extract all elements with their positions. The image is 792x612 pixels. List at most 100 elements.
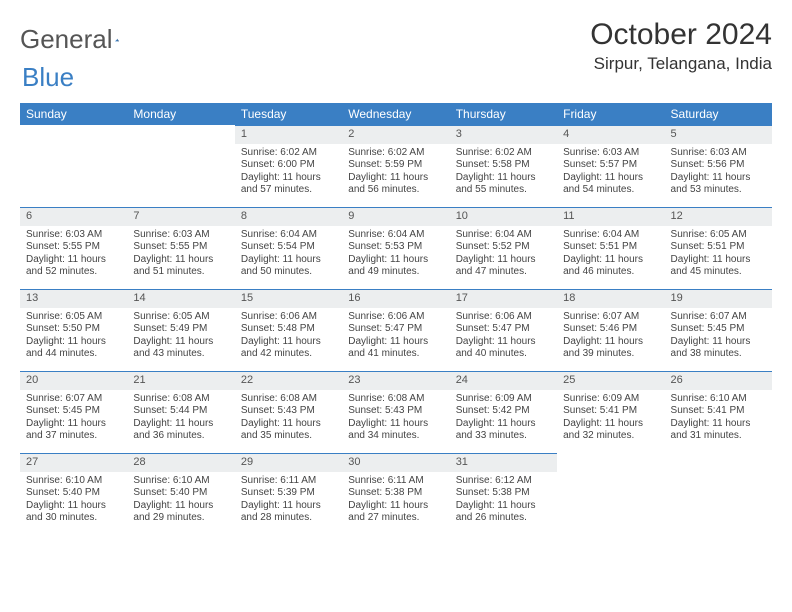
day-details: Sunrise: 6:03 AMSunset: 5:57 PMDaylight:… <box>557 144 664 201</box>
calendar-day-cell: 7Sunrise: 6:03 AMSunset: 5:55 PMDaylight… <box>127 207 234 289</box>
calendar-day-cell: 16Sunrise: 6:06 AMSunset: 5:47 PMDayligh… <box>342 289 449 371</box>
day-details: Sunrise: 6:10 AMSunset: 5:40 PMDaylight:… <box>20 472 127 529</box>
day-details: Sunrise: 6:10 AMSunset: 5:40 PMDaylight:… <box>127 472 234 529</box>
calendar-day-cell: 15Sunrise: 6:06 AMSunset: 5:48 PMDayligh… <box>235 289 342 371</box>
calendar-day-cell: 4Sunrise: 6:03 AMSunset: 5:57 PMDaylight… <box>557 125 664 207</box>
weekday-header: Monday <box>127 103 234 125</box>
day-number: 12 <box>665 207 772 226</box>
calendar-day-cell: 13Sunrise: 6:05 AMSunset: 5:50 PMDayligh… <box>20 289 127 371</box>
calendar-week-row: 20Sunrise: 6:07 AMSunset: 5:45 PMDayligh… <box>20 371 772 453</box>
day-details: Sunrise: 6:06 AMSunset: 5:47 PMDaylight:… <box>450 308 557 365</box>
day-details: Sunrise: 6:03 AMSunset: 5:56 PMDaylight:… <box>665 144 772 201</box>
calendar-day-cell: 3Sunrise: 6:02 AMSunset: 5:58 PMDaylight… <box>450 125 557 207</box>
weekday-header: Friday <box>557 103 664 125</box>
day-details: Sunrise: 6:06 AMSunset: 5:48 PMDaylight:… <box>235 308 342 365</box>
day-details: Sunrise: 6:04 AMSunset: 5:53 PMDaylight:… <box>342 226 449 283</box>
day-number: 13 <box>20 289 127 308</box>
day-details: Sunrise: 6:02 AMSunset: 5:58 PMDaylight:… <box>450 144 557 201</box>
calendar-week-row: ....1Sunrise: 6:02 AMSunset: 6:00 PMDayl… <box>20 125 772 207</box>
calendar-day-cell: 9Sunrise: 6:04 AMSunset: 5:53 PMDaylight… <box>342 207 449 289</box>
day-number: 4 <box>557 125 664 144</box>
day-details: Sunrise: 6:05 AMSunset: 5:50 PMDaylight:… <box>20 308 127 365</box>
day-number: 16 <box>342 289 449 308</box>
day-number: 30 <box>342 453 449 472</box>
day-details: Sunrise: 6:04 AMSunset: 5:54 PMDaylight:… <box>235 226 342 283</box>
calendar-day-cell: 12Sunrise: 6:05 AMSunset: 5:51 PMDayligh… <box>665 207 772 289</box>
calendar-day-cell: 25Sunrise: 6:09 AMSunset: 5:41 PMDayligh… <box>557 371 664 453</box>
day-number: 11 <box>557 207 664 226</box>
day-details: Sunrise: 6:04 AMSunset: 5:52 PMDaylight:… <box>450 226 557 283</box>
day-number: 9 <box>342 207 449 226</box>
day-details: Sunrise: 6:05 AMSunset: 5:51 PMDaylight:… <box>665 226 772 283</box>
calendar-day-cell: 23Sunrise: 6:08 AMSunset: 5:43 PMDayligh… <box>342 371 449 453</box>
day-number: 21 <box>127 371 234 390</box>
calendar-day-cell: 19Sunrise: 6:07 AMSunset: 5:45 PMDayligh… <box>665 289 772 371</box>
calendar-week-row: 13Sunrise: 6:05 AMSunset: 5:50 PMDayligh… <box>20 289 772 371</box>
weekday-header: Wednesday <box>342 103 449 125</box>
day-details: Sunrise: 6:02 AMSunset: 6:00 PMDaylight:… <box>235 144 342 201</box>
day-number: 5 <box>665 125 772 144</box>
calendar-day-cell: 30Sunrise: 6:11 AMSunset: 5:38 PMDayligh… <box>342 453 449 535</box>
day-details: Sunrise: 6:11 AMSunset: 5:38 PMDaylight:… <box>342 472 449 529</box>
calendar-week-row: 27Sunrise: 6:10 AMSunset: 5:40 PMDayligh… <box>20 453 772 535</box>
day-details: Sunrise: 6:04 AMSunset: 5:51 PMDaylight:… <box>557 226 664 283</box>
calendar-day-cell: 11Sunrise: 6:04 AMSunset: 5:51 PMDayligh… <box>557 207 664 289</box>
day-number: 14 <box>127 289 234 308</box>
day-details: Sunrise: 6:02 AMSunset: 5:59 PMDaylight:… <box>342 144 449 201</box>
day-details: Sunrise: 6:08 AMSunset: 5:43 PMDaylight:… <box>342 390 449 447</box>
day-details: Sunrise: 6:09 AMSunset: 5:41 PMDaylight:… <box>557 390 664 447</box>
calendar-day-cell: .. <box>127 125 234 207</box>
day-details: Sunrise: 6:05 AMSunset: 5:49 PMDaylight:… <box>127 308 234 365</box>
calendar-table: SundayMondayTuesdayWednesdayThursdayFrid… <box>20 103 772 535</box>
day-details: Sunrise: 6:07 AMSunset: 5:46 PMDaylight:… <box>557 308 664 365</box>
calendar-week-row: 6Sunrise: 6:03 AMSunset: 5:55 PMDaylight… <box>20 207 772 289</box>
logo-text-left: General <box>20 24 113 55</box>
calendar-day-cell: 22Sunrise: 6:08 AMSunset: 5:43 PMDayligh… <box>235 371 342 453</box>
logo-icon <box>115 30 120 50</box>
day-number: 10 <box>450 207 557 226</box>
day-number: 18 <box>557 289 664 308</box>
day-details: Sunrise: 6:09 AMSunset: 5:42 PMDaylight:… <box>450 390 557 447</box>
day-number: 24 <box>450 371 557 390</box>
calendar-day-cell: 5Sunrise: 6:03 AMSunset: 5:56 PMDaylight… <box>665 125 772 207</box>
day-number: 19 <box>665 289 772 308</box>
calendar-day-cell: 18Sunrise: 6:07 AMSunset: 5:46 PMDayligh… <box>557 289 664 371</box>
calendar-day-cell: 26Sunrise: 6:10 AMSunset: 5:41 PMDayligh… <box>665 371 772 453</box>
calendar-day-cell: 14Sunrise: 6:05 AMSunset: 5:49 PMDayligh… <box>127 289 234 371</box>
day-number: 6 <box>20 207 127 226</box>
day-number: 3 <box>450 125 557 144</box>
day-details: Sunrise: 6:06 AMSunset: 5:47 PMDaylight:… <box>342 308 449 365</box>
logo-text-right: Blue <box>22 62 74 93</box>
day-details: Sunrise: 6:08 AMSunset: 5:43 PMDaylight:… <box>235 390 342 447</box>
calendar-day-cell: 24Sunrise: 6:09 AMSunset: 5:42 PMDayligh… <box>450 371 557 453</box>
calendar-day-cell: .. <box>665 453 772 535</box>
day-details: Sunrise: 6:03 AMSunset: 5:55 PMDaylight:… <box>20 226 127 283</box>
calendar-day-cell: .. <box>557 453 664 535</box>
calendar-day-cell: 29Sunrise: 6:11 AMSunset: 5:39 PMDayligh… <box>235 453 342 535</box>
day-number: 31 <box>450 453 557 472</box>
day-details: Sunrise: 6:03 AMSunset: 5:55 PMDaylight:… <box>127 226 234 283</box>
day-number: 17 <box>450 289 557 308</box>
weekday-header-row: SundayMondayTuesdayWednesdayThursdayFrid… <box>20 103 772 125</box>
calendar-day-cell: 21Sunrise: 6:08 AMSunset: 5:44 PMDayligh… <box>127 371 234 453</box>
day-number: 23 <box>342 371 449 390</box>
calendar-day-cell: 1Sunrise: 6:02 AMSunset: 6:00 PMDaylight… <box>235 125 342 207</box>
day-number: 2 <box>342 125 449 144</box>
calendar-day-cell: 10Sunrise: 6:04 AMSunset: 5:52 PMDayligh… <box>450 207 557 289</box>
day-number: 22 <box>235 371 342 390</box>
calendar-day-cell: 27Sunrise: 6:10 AMSunset: 5:40 PMDayligh… <box>20 453 127 535</box>
day-number: 15 <box>235 289 342 308</box>
day-number: 1 <box>235 125 342 144</box>
day-number: 7 <box>127 207 234 226</box>
day-number: 28 <box>127 453 234 472</box>
calendar-day-cell: 17Sunrise: 6:06 AMSunset: 5:47 PMDayligh… <box>450 289 557 371</box>
day-number: 27 <box>20 453 127 472</box>
day-details: Sunrise: 6:08 AMSunset: 5:44 PMDaylight:… <box>127 390 234 447</box>
calendar-day-cell: .. <box>20 125 127 207</box>
month-title: October 2024 <box>590 18 772 52</box>
day-details: Sunrise: 6:12 AMSunset: 5:38 PMDaylight:… <box>450 472 557 529</box>
location: Sirpur, Telangana, India <box>590 54 772 74</box>
calendar-day-cell: 6Sunrise: 6:03 AMSunset: 5:55 PMDaylight… <box>20 207 127 289</box>
day-number: 25 <box>557 371 664 390</box>
day-details: Sunrise: 6:07 AMSunset: 5:45 PMDaylight:… <box>20 390 127 447</box>
